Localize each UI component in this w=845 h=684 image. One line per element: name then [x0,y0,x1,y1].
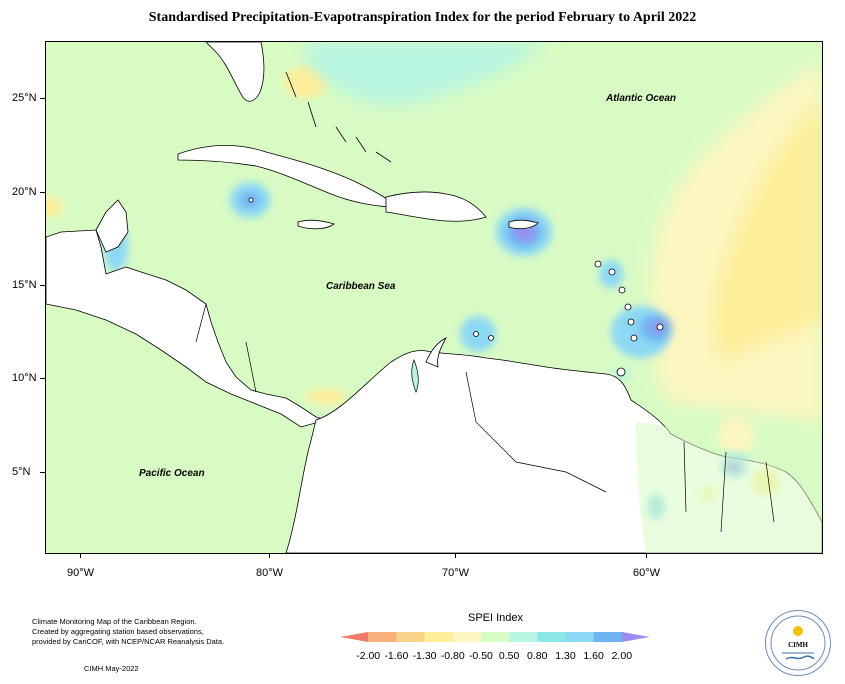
hispaniola [385,191,487,222]
caribbean-sea-label: Caribbean Sea [326,281,396,292]
legend-tick-label: 1.30 [555,650,576,662]
lat-tick [40,285,45,286]
lesser-antilles [248,197,664,377]
guianas-region [636,422,822,553]
lat-tick [40,192,45,193]
spei-map-canvas [46,42,822,553]
legend-tick-label: 2.00 [611,650,633,662]
wave-icon [785,655,815,660]
lon-tick [80,553,81,558]
atlantic-ocean-label: Atlantic Ocean [606,93,677,104]
legend-swatch [621,632,650,642]
lat-tick [40,98,45,99]
legend-swatch [537,632,566,642]
legend-title: SPEI Index [468,612,524,624]
puerto-rico [508,219,539,230]
lon-label-80w: 80°W [256,567,284,579]
legend-tick-label: 1.60 [583,650,604,662]
credit-date: CIMH May-2022 [84,664,139,673]
legend-swatch [396,632,426,642]
lon-tick [646,553,647,558]
legend-tick-label: 0.80 [527,650,548,662]
legend-swatch [340,632,369,642]
cimh-logo: CIMH [765,610,831,676]
footnote-line: provided by CariCOF, with NCEP/NCAR Rean… [32,637,225,646]
legend-tick-label: -1.30 [412,650,437,662]
lat-label-20n: 20°N [12,186,37,198]
dry-anomaly-bahamas [46,66,346,405]
lon-label-70w: 70°W [442,567,470,579]
cuba [177,145,397,208]
yucatan [95,199,129,253]
legend-swatch [452,632,482,642]
legend-swatch [368,632,397,642]
lon-tick [455,553,456,558]
footnote-line: Climate Monitoring Map of the Caribbean … [32,617,197,626]
legend-tick-label: -1.60 [384,650,409,662]
logo-emblem [770,615,826,671]
lon-label-60w: 60°W [633,567,661,579]
jamaica [297,219,335,230]
legend-swatch [480,632,510,642]
lat-label-25n: 25°N [12,92,37,104]
sun-icon [793,626,803,636]
lat-tick [40,378,45,379]
lat-label-5n: 5°N [12,466,31,478]
legend-tick-label: -0.50 [468,650,493,662]
dry-anomaly-east [649,62,822,422]
pacific-ocean-label: Pacific Ocean [139,468,205,479]
footnote-line: Created by aggregating station based obs… [32,627,204,636]
legend-tick-label: -0.80 [440,650,465,662]
bahamas [285,71,392,163]
paraguana [425,337,447,368]
legend-colorbar [340,632,650,642]
florida [205,42,265,102]
spei-map: Atlantic Ocean Caribbean Sea Pacific Oce… [45,41,823,554]
borders [195,303,775,533]
legend-tick-label: 0.50 [498,650,520,662]
lon-tick [269,553,270,558]
footnote: Climate Monitoring Map of the Caribbean … [32,617,262,647]
legend-swatch [565,632,595,642]
logo-text: CIMH [788,641,808,649]
legend-swatch [593,632,623,642]
legend-tick-label: -2.00 [356,650,381,662]
lat-label-10n: 10°N [12,372,37,384]
lon-label-90w: 90°W [67,567,95,579]
lat-tick [40,472,45,473]
legend-swatch [509,632,538,642]
wet-anomaly-north [306,42,546,105]
lat-label-15n: 15°N [12,279,37,291]
lake-maracaibo [411,359,419,393]
legend-swatch [424,632,454,642]
central-america [46,229,328,428]
map-title: Standardised Precipitation-Evapotranspir… [148,10,697,25]
